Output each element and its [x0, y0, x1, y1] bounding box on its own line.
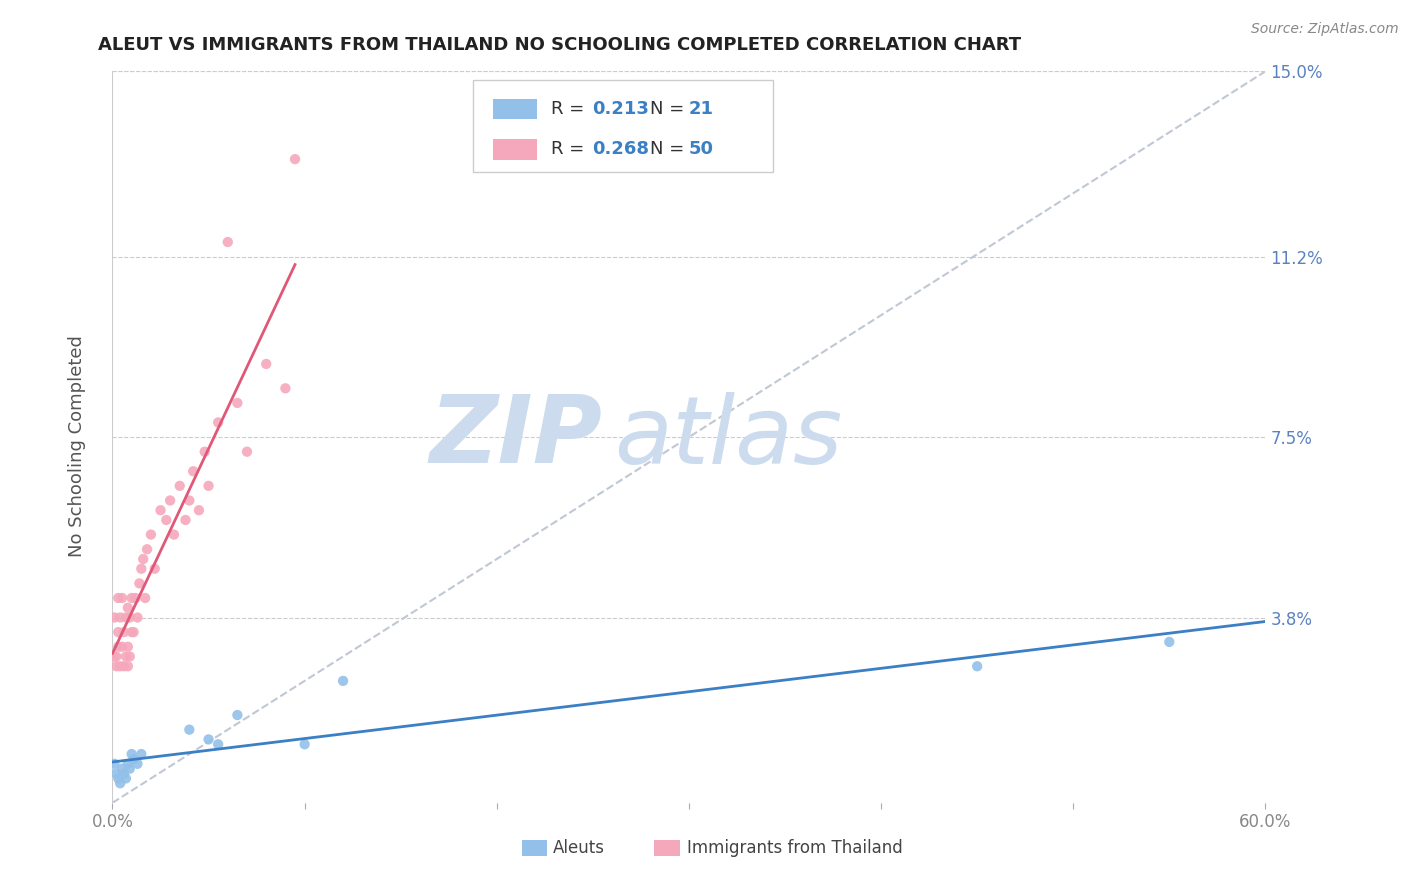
Point: [115, 610, 138, 624]
Bar: [522, 840, 547, 856]
Point: [121, 747, 143, 761]
Text: Immigrants from Thailand: Immigrants from Thailand: [686, 839, 903, 857]
Point: [139, 527, 162, 541]
Point: [274, 381, 297, 395]
Point: [127, 756, 149, 771]
Point: [111, 591, 134, 605]
Point: [226, 396, 249, 410]
Point: [108, 659, 131, 673]
Point: [121, 625, 143, 640]
Point: [103, 756, 125, 771]
Point: [294, 737, 316, 751]
Point: [112, 659, 135, 673]
Point: [122, 625, 145, 640]
Point: [108, 610, 131, 624]
Point: [107, 591, 129, 605]
Point: [226, 708, 249, 723]
Point: [115, 649, 138, 664]
Point: [107, 772, 129, 786]
Point: [117, 756, 139, 771]
Point: [179, 723, 201, 737]
Point: [117, 600, 139, 615]
Point: [112, 625, 135, 640]
Point: [254, 357, 277, 371]
Point: [169, 479, 191, 493]
Point: [105, 649, 128, 664]
Bar: [654, 840, 679, 856]
Point: [163, 527, 186, 541]
Point: [136, 542, 159, 557]
Point: [129, 562, 153, 576]
Point: [284, 152, 307, 166]
Text: atlas: atlas: [614, 392, 842, 483]
Text: 21: 21: [689, 100, 714, 118]
Point: [197, 732, 219, 747]
Text: R =: R =: [551, 140, 589, 159]
Point: [112, 766, 135, 780]
Point: [179, 493, 201, 508]
Bar: [494, 99, 537, 120]
Point: [121, 591, 143, 605]
Point: [128, 576, 150, 591]
Point: [155, 513, 177, 527]
Point: [111, 640, 134, 654]
Text: ZIP: ZIP: [430, 391, 603, 483]
Point: [118, 610, 141, 624]
Point: [132, 552, 155, 566]
Text: R =: R =: [551, 100, 589, 118]
Point: [108, 776, 131, 790]
Point: [332, 673, 354, 688]
Point: [111, 762, 134, 776]
Point: [105, 659, 128, 673]
Point: [1159, 635, 1181, 649]
FancyBboxPatch shape: [474, 80, 773, 171]
Point: [149, 503, 172, 517]
Point: [129, 747, 153, 761]
Point: [174, 513, 197, 527]
Bar: [494, 139, 537, 160]
Point: [118, 649, 141, 664]
Point: [124, 591, 146, 605]
Point: [103, 649, 125, 664]
Point: [117, 659, 139, 673]
Text: ALEUT VS IMMIGRANTS FROM THAILAND NO SCHOOLING COMPLETED CORRELATION CHART: ALEUT VS IMMIGRANTS FROM THAILAND NO SCH…: [98, 36, 1022, 54]
Point: [194, 444, 217, 458]
Text: No Schooling Completed: No Schooling Completed: [69, 335, 86, 557]
Point: [103, 610, 125, 624]
Text: 0.268: 0.268: [592, 140, 650, 159]
Point: [143, 562, 166, 576]
Point: [122, 752, 145, 766]
Point: [105, 766, 128, 780]
Text: N =: N =: [650, 140, 690, 159]
Point: [188, 503, 211, 517]
Text: 0.213: 0.213: [592, 100, 650, 118]
Point: [181, 464, 204, 478]
Text: 50: 50: [689, 140, 714, 159]
Point: [127, 610, 149, 624]
Text: Aleuts: Aleuts: [553, 839, 605, 857]
Point: [118, 762, 141, 776]
Point: [217, 235, 239, 249]
Point: [197, 479, 219, 493]
Point: [236, 444, 259, 458]
Point: [117, 640, 139, 654]
Text: N =: N =: [650, 100, 690, 118]
Point: [207, 737, 229, 751]
Point: [107, 640, 129, 654]
Point: [207, 416, 229, 430]
Point: [159, 493, 181, 508]
Text: Source: ZipAtlas.com: Source: ZipAtlas.com: [1251, 22, 1399, 37]
Point: [966, 659, 988, 673]
Point: [134, 591, 156, 605]
Point: [107, 625, 129, 640]
Point: [115, 772, 138, 786]
